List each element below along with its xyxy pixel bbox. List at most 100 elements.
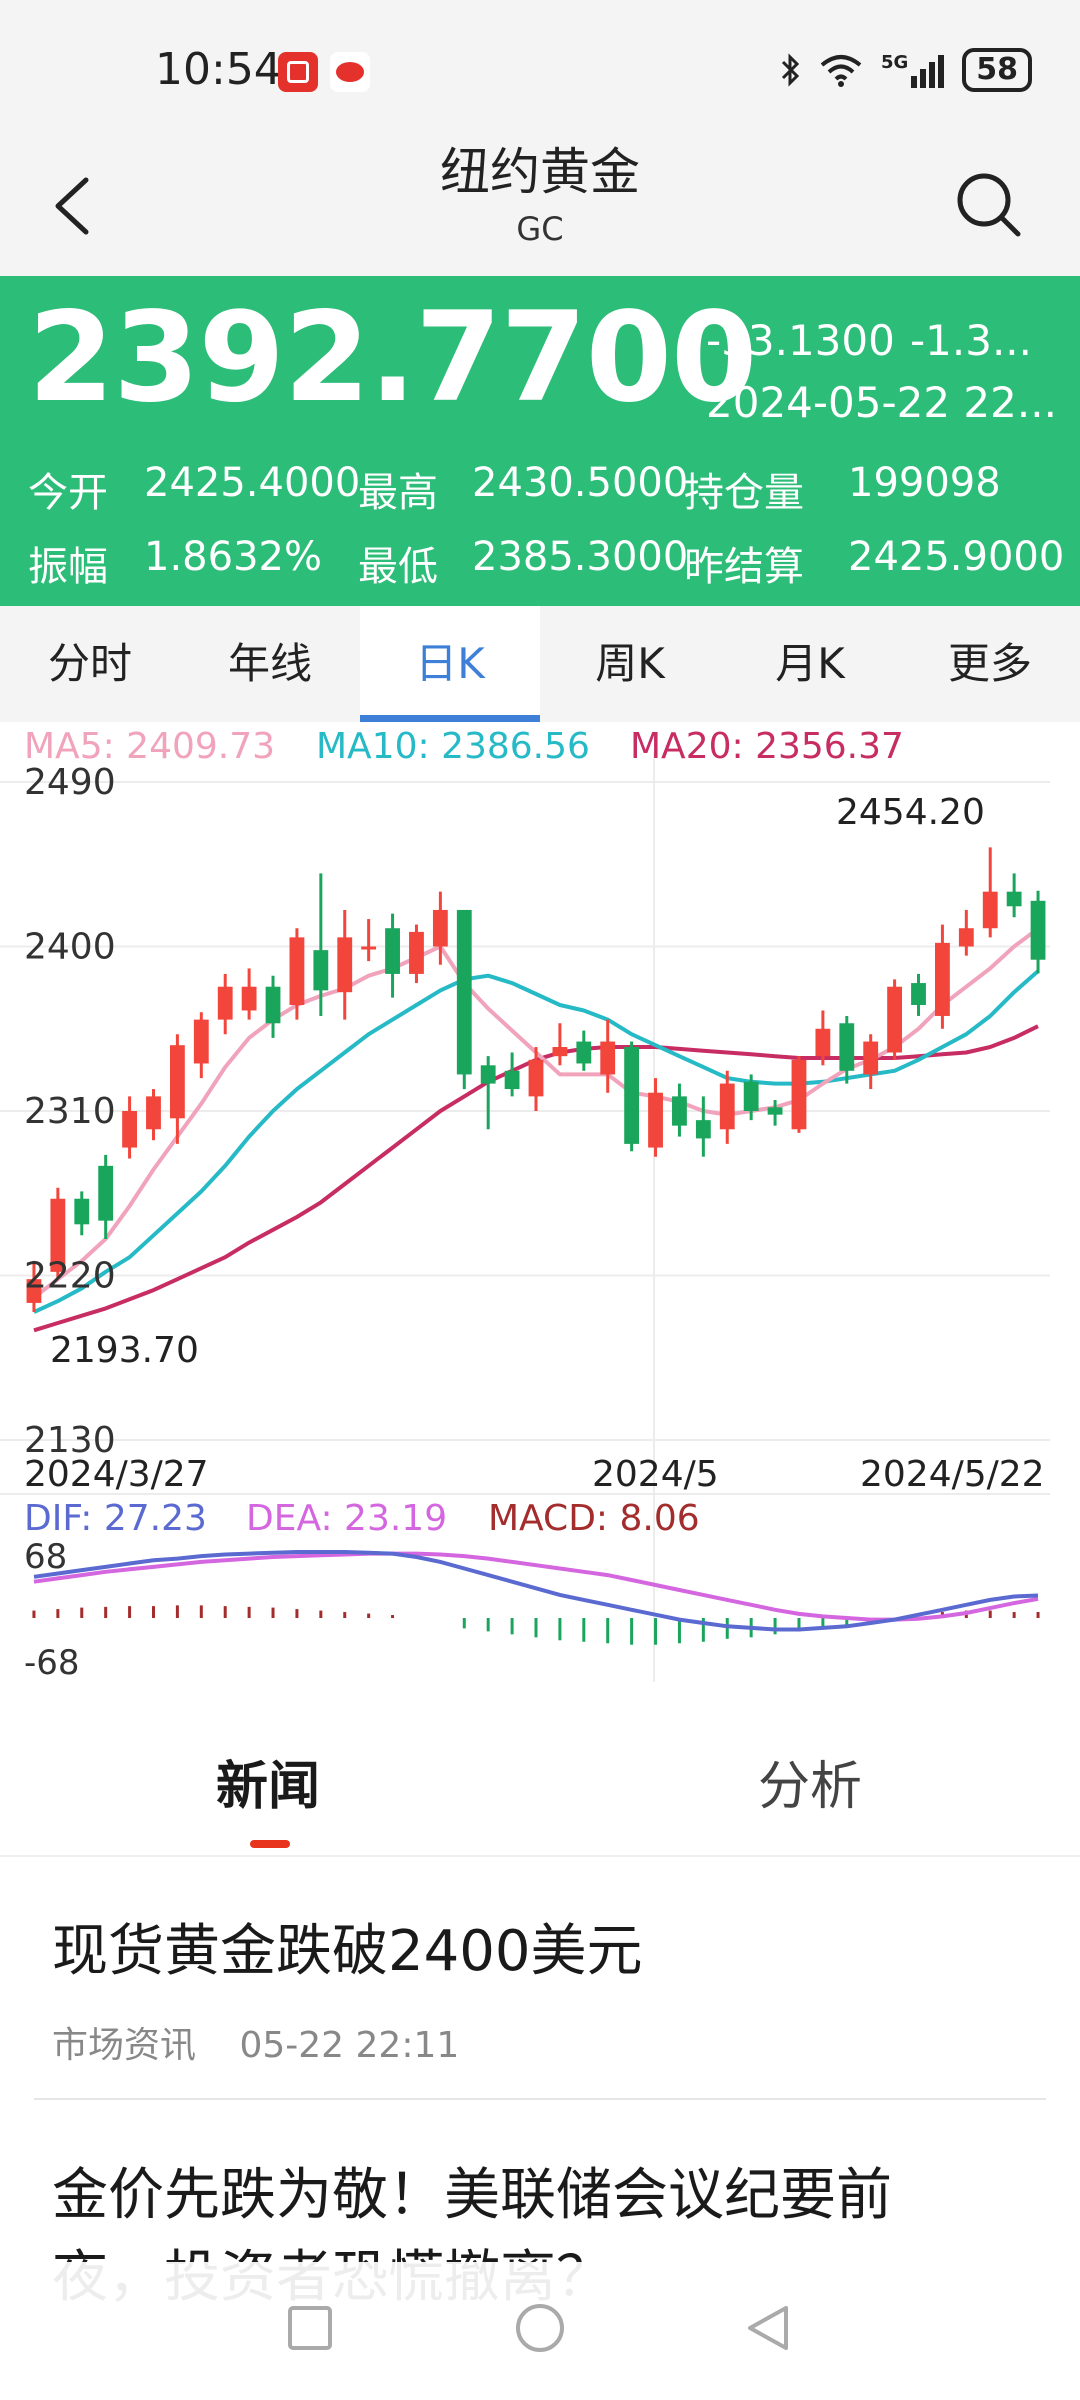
candle-body	[815, 1028, 831, 1057]
tab-active-background	[360, 606, 540, 722]
back-arrow-icon[interactable]	[46, 170, 106, 242]
status-icons: 5G 58	[779, 48, 1032, 92]
open-value: 2425.4000	[144, 460, 361, 506]
candle	[624, 1041, 640, 1152]
candle	[528, 1047, 544, 1111]
macd-legend-item: DEA: 23.19	[246, 1498, 447, 1539]
candle-body	[624, 1047, 640, 1144]
candle	[337, 909, 353, 1020]
candle-body	[695, 1120, 711, 1139]
x-tick-label: 2024/5	[592, 1454, 719, 1495]
search-icon[interactable]	[952, 168, 1024, 240]
tab-monthly-k[interactable]: 月K	[775, 639, 845, 688]
candle	[504, 1052, 520, 1097]
tab-analysis[interactable]: 分析	[758, 1757, 863, 1817]
status-time: 10:54	[155, 44, 282, 95]
candle-body	[456, 909, 472, 1075]
macd-y-label: -68	[24, 1643, 80, 1682]
candle	[982, 847, 998, 938]
high-label: 最高	[358, 470, 438, 516]
period-tabs: 分时 年线 日K 周K 月K 更多	[0, 606, 1080, 722]
candle-body	[361, 946, 377, 950]
tab-weekly-k[interactable]: 周K	[595, 639, 665, 688]
candle	[289, 928, 305, 1020]
divider	[34, 2098, 1046, 2100]
candle	[146, 1089, 161, 1141]
candle	[409, 924, 424, 984]
price-change: -33.1300	[706, 316, 895, 365]
high-marker-label: 2454.20	[836, 792, 985, 833]
candle-body	[672, 1096, 687, 1126]
candle-body	[719, 1083, 735, 1130]
prev-settle-value: 2425.9000	[848, 534, 1065, 580]
bluetooth-icon	[781, 53, 800, 87]
y-tick-label: 2310	[24, 1091, 116, 1132]
candle	[74, 1191, 90, 1236]
news-title[interactable]: 现货黄金跌破2400美元	[52, 1919, 643, 1984]
candle	[456, 909, 472, 1090]
candle	[863, 1034, 879, 1090]
candle-body	[169, 1045, 185, 1119]
back-nav-icon[interactable]	[744, 2304, 792, 2352]
candle-body	[863, 1041, 879, 1075]
candle	[743, 1074, 759, 1121]
recent-apps-icon[interactable]	[286, 2304, 334, 2352]
candle	[958, 909, 974, 956]
candle	[695, 1096, 711, 1157]
high-value: 2430.5000	[472, 460, 689, 506]
candle-body	[791, 1059, 807, 1130]
tab-daily-k[interactable]: 日K	[415, 639, 485, 688]
kline-chart[interactable]: MA5: 2409.73 MA10: 2386.56 MA20: 2356.37 24…	[0, 722, 1080, 1682]
tab-more[interactable]: 更多	[947, 639, 1032, 688]
news-title[interactable]: 金价先跌为敬！美联储会议纪要前	[52, 2163, 892, 2228]
candle-body	[26, 1279, 42, 1303]
home-icon[interactable]	[514, 2302, 566, 2354]
candle-body	[265, 986, 281, 1024]
tab-yearly[interactable]: 年线	[227, 639, 312, 688]
candle	[217, 973, 233, 1035]
macd-panel	[32, 1550, 1040, 1645]
price-change-percent: -1.3...	[910, 316, 1033, 365]
open-interest-label: 持仓量	[684, 470, 804, 516]
candle-body	[241, 986, 257, 1011]
macd-legend-item: DIF: 27.23	[24, 1498, 207, 1539]
candle-body	[1006, 891, 1022, 907]
candle-body	[576, 1041, 592, 1064]
last-price: 2392.7700	[28, 286, 757, 430]
candle	[935, 924, 950, 1029]
dea-line	[33, 1551, 1039, 1622]
system-nav-bar	[0, 2262, 1080, 2400]
open-label: 今开	[28, 470, 108, 516]
cellular-5g-icon: 5G	[881, 52, 945, 88]
page-subtitle: GC	[516, 210, 564, 248]
candle	[600, 1019, 616, 1093]
app-red-icon	[278, 52, 318, 92]
tab-intraday[interactable]: 分时	[47, 639, 132, 688]
candle	[385, 913, 400, 998]
candle	[432, 891, 448, 965]
candle-body	[935, 942, 950, 1016]
y-tick-label: 2490	[24, 762, 116, 803]
low-value: 2385.3000	[472, 534, 689, 580]
divider	[0, 1855, 1080, 1857]
candle	[193, 1012, 209, 1079]
candle	[122, 1096, 137, 1159]
quote-datetime: 2024-05-22 22...	[706, 378, 1057, 427]
candle-body	[839, 1023, 855, 1071]
macd-y-label: 68	[24, 1537, 67, 1577]
tab-news[interactable]: 新闻	[216, 1757, 321, 1817]
news-meta: 市场资讯 05-22 22:11	[52, 2016, 459, 2068]
chart-grid	[0, 752, 1050, 1682]
candle-body	[289, 937, 305, 1005]
tab-active-indicator	[360, 715, 540, 722]
candle-body	[743, 1081, 759, 1111]
candle-body	[982, 891, 998, 929]
candle	[576, 1030, 592, 1071]
candle-body	[385, 928, 400, 974]
candle	[98, 1154, 114, 1239]
candle	[791, 1056, 807, 1133]
y-tick-label: 2220	[24, 1256, 116, 1297]
candle-body	[1030, 900, 1046, 960]
y-tick-label: 2400	[24, 927, 116, 968]
chart-labels: MA5: 2409.73 MA10: 2386.56 MA20: 2356.37 24…	[24, 726, 1045, 1682]
